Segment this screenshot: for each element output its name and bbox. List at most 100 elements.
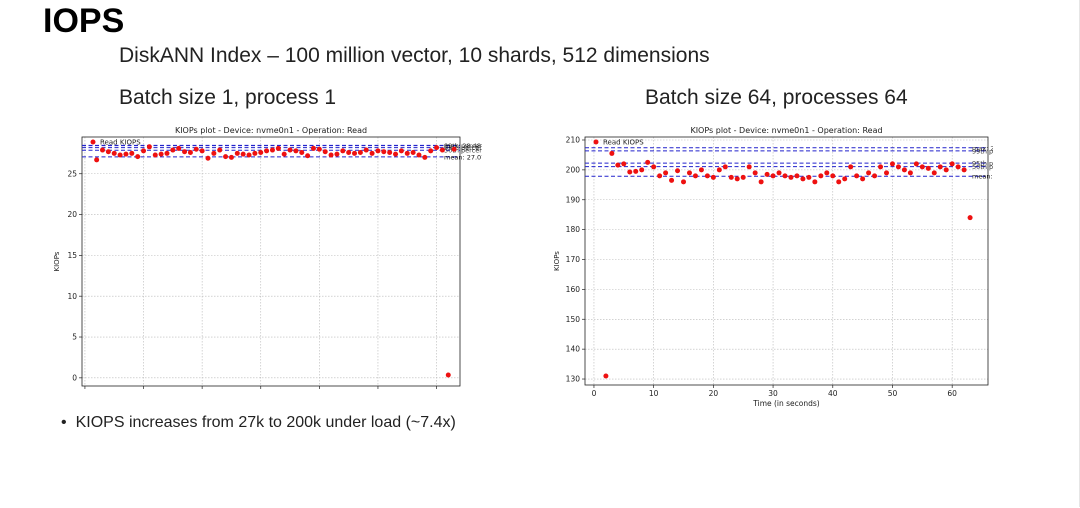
y-tick-label: 0: [72, 373, 77, 382]
data-point: [346, 150, 352, 156]
data-point: [907, 170, 913, 176]
data-point: [357, 150, 363, 156]
y-tick-label: 190: [566, 195, 581, 204]
data-point: [111, 150, 117, 156]
x-axis-label: Time (in seconds): [752, 399, 820, 408]
x-tick-label: 10: [649, 389, 659, 398]
data-point: [234, 150, 240, 156]
data-point: [328, 152, 334, 158]
data-point: [770, 173, 776, 179]
data-point: [937, 164, 943, 170]
y-tick-label: 15: [67, 251, 77, 260]
data-point: [275, 145, 281, 151]
legend-label: Read KIOPS: [603, 139, 644, 147]
data-point: [439, 147, 445, 153]
data-point: [764, 171, 770, 177]
chart-title: KIOPs plot - Device: nvme0n1 - Operation…: [175, 126, 367, 135]
data-point: [240, 151, 246, 157]
data-point: [393, 151, 399, 157]
data-point: [854, 173, 860, 179]
data-point: [94, 157, 100, 163]
data-point: [293, 148, 299, 154]
data-point: [615, 162, 621, 168]
data-point: [943, 167, 949, 173]
chart-title: KIOPs plot - Device: nvme0n1 - Operation…: [690, 126, 882, 135]
x-tick-label: 0: [592, 389, 597, 398]
data-point: [305, 153, 311, 159]
data-point: [621, 161, 627, 167]
legend-label: Read KIOPS: [100, 139, 141, 147]
data-point: [369, 150, 375, 156]
data-point: [925, 165, 931, 171]
reference-line-label-mean: mean: 197.88: [972, 173, 993, 181]
y-tick-label: 10: [67, 292, 77, 301]
y-tick-label: 5: [72, 333, 77, 342]
left-chart-caption: Batch size 1, process 1: [119, 86, 337, 109]
bullet-symbol: •: [61, 414, 67, 431]
data-point: [258, 150, 264, 156]
data-point: [609, 150, 615, 156]
data-point: [675, 168, 681, 174]
data-point: [340, 148, 346, 154]
bullet-text: KIOPS increases from 27k to 200k under l…: [75, 414, 456, 431]
data-point: [878, 164, 884, 170]
data-point: [217, 147, 223, 153]
data-point: [913, 161, 919, 167]
data-point: [901, 167, 907, 173]
data-point: [651, 164, 657, 170]
data-point: [949, 161, 955, 167]
y-axis-label: KIOPs: [53, 251, 61, 271]
data-point: [170, 147, 176, 153]
data-point: [657, 173, 663, 179]
data-point: [722, 164, 728, 170]
data-point: [758, 179, 764, 185]
data-point: [794, 173, 800, 179]
data-point: [310, 145, 316, 151]
data-point: [889, 161, 895, 167]
data-point: [919, 164, 925, 170]
data-point: [146, 144, 152, 150]
data-point: [428, 148, 434, 154]
data-point: [228, 154, 234, 160]
data-point: [848, 164, 854, 170]
data-point: [669, 177, 675, 183]
data-point: [187, 150, 193, 156]
data-point: [299, 150, 305, 156]
data-point: [830, 173, 836, 179]
y-tick-label: 180: [566, 225, 581, 234]
data-point: [287, 147, 293, 153]
y-tick-label: 150: [566, 315, 581, 324]
x-tick-label: 60: [947, 389, 957, 398]
data-point: [681, 179, 687, 185]
data-point: [322, 149, 328, 155]
legend-marker: [593, 139, 599, 145]
data-point: [363, 147, 369, 153]
data-point: [211, 150, 217, 156]
y-tick-label: 130: [566, 375, 581, 384]
data-point: [842, 176, 848, 182]
y-tick-label: 200: [566, 165, 581, 174]
y-tick-label: 140: [566, 345, 581, 354]
data-point: [246, 152, 252, 158]
data-point: [100, 147, 106, 153]
data-point: [223, 154, 229, 160]
data-point: [404, 150, 410, 156]
data-point: [375, 148, 381, 154]
y-tick-label: 160: [566, 285, 581, 294]
data-point: [800, 176, 806, 182]
data-point: [193, 146, 199, 152]
data-point: [824, 170, 830, 176]
legend-marker: [90, 139, 96, 145]
data-point: [686, 170, 692, 176]
y-tick-label: 25: [67, 169, 77, 178]
plot-area-border: [81, 136, 461, 387]
kiops-chart-batch-64: KIOPs plot - Device: nvme0n1 - Operation…: [548, 121, 993, 413]
data-point: [663, 170, 669, 176]
data-point: [866, 170, 872, 176]
reference-line-label-mean: mean: 27.07: [444, 153, 482, 161]
data-point: [141, 148, 147, 154]
data-point: [381, 149, 387, 155]
x-tick-label: 30: [768, 389, 778, 398]
data-point: [117, 152, 123, 158]
data-point: [398, 148, 404, 154]
